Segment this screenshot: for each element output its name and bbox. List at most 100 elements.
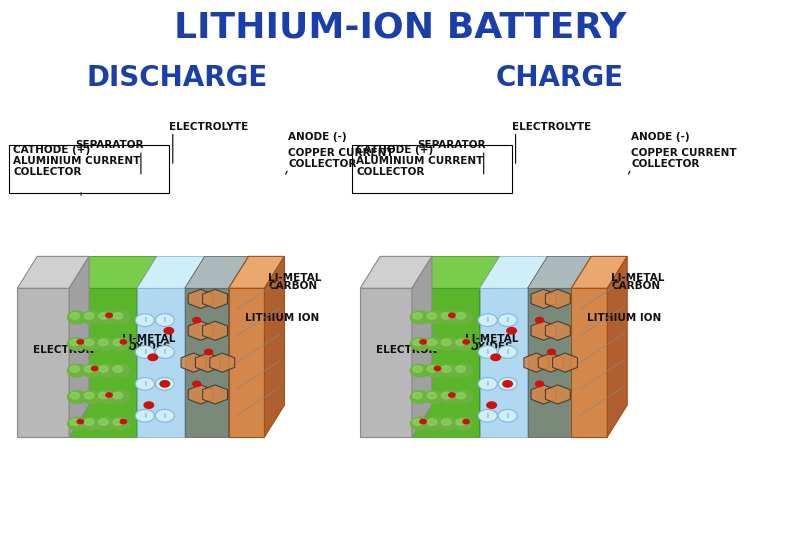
Circle shape [503, 381, 513, 387]
Circle shape [427, 419, 437, 425]
Circle shape [96, 364, 115, 377]
Polygon shape [360, 256, 432, 288]
Text: i: i [144, 349, 146, 355]
Text: i: i [144, 317, 146, 323]
Circle shape [498, 410, 517, 422]
Text: SEPARATOR: SEPARATOR [74, 140, 143, 150]
Polygon shape [571, 288, 607, 437]
Polygon shape [265, 256, 285, 437]
Circle shape [82, 391, 101, 404]
Circle shape [456, 313, 466, 319]
Circle shape [155, 314, 174, 326]
Polygon shape [137, 288, 185, 437]
Text: i: i [144, 413, 146, 419]
Circle shape [410, 337, 430, 350]
Circle shape [84, 419, 94, 425]
Circle shape [413, 313, 422, 319]
Circle shape [410, 311, 430, 324]
Text: ANODE (-): ANODE (-) [631, 132, 690, 142]
Circle shape [413, 366, 422, 372]
Circle shape [67, 311, 86, 324]
Circle shape [410, 391, 430, 404]
Text: ALUMINIUM CURRENT: ALUMINIUM CURRENT [14, 156, 141, 166]
Polygon shape [412, 256, 432, 437]
Circle shape [487, 402, 497, 409]
Text: i: i [506, 381, 509, 387]
Circle shape [98, 339, 108, 345]
Circle shape [135, 378, 154, 390]
Circle shape [420, 420, 426, 423]
Circle shape [160, 381, 170, 387]
Text: COPPER CURRENT: COPPER CURRENT [288, 148, 394, 158]
Circle shape [454, 337, 473, 350]
Circle shape [144, 402, 154, 409]
Text: i: i [144, 381, 146, 387]
Polygon shape [531, 321, 556, 340]
Circle shape [507, 327, 516, 334]
Circle shape [442, 419, 451, 425]
Circle shape [110, 364, 130, 377]
Circle shape [148, 354, 158, 360]
Circle shape [205, 349, 213, 355]
Circle shape [413, 392, 422, 399]
Circle shape [96, 337, 115, 350]
Circle shape [82, 337, 101, 350]
Polygon shape [531, 289, 556, 309]
Text: CARBON: CARBON [611, 281, 660, 291]
Circle shape [427, 313, 437, 319]
Circle shape [113, 313, 122, 319]
Polygon shape [546, 289, 570, 309]
Text: CARBON: CARBON [269, 281, 318, 291]
Circle shape [70, 339, 79, 345]
Text: ALUMINIUM CURRENT: ALUMINIUM CURRENT [356, 156, 483, 166]
Text: COLLECTOR: COLLECTOR [14, 167, 82, 177]
Polygon shape [210, 353, 234, 372]
Circle shape [120, 340, 126, 344]
Polygon shape [195, 353, 220, 372]
Circle shape [84, 366, 94, 372]
Text: LI-METAL: LI-METAL [269, 273, 322, 283]
Text: CHARGE: CHARGE [495, 65, 623, 92]
Circle shape [67, 418, 86, 430]
Circle shape [442, 339, 451, 345]
Polygon shape [18, 288, 69, 437]
Polygon shape [480, 256, 547, 288]
Polygon shape [527, 256, 591, 288]
Text: LI-METAL: LI-METAL [465, 334, 518, 344]
Circle shape [425, 311, 444, 324]
Circle shape [113, 419, 122, 425]
Circle shape [164, 327, 174, 334]
Polygon shape [18, 256, 89, 288]
Polygon shape [229, 256, 285, 288]
Circle shape [454, 364, 473, 377]
Circle shape [454, 311, 473, 324]
Circle shape [439, 364, 458, 377]
Circle shape [84, 339, 94, 345]
Polygon shape [538, 353, 563, 372]
Polygon shape [412, 256, 500, 288]
Circle shape [84, 313, 94, 319]
Polygon shape [546, 385, 570, 404]
Circle shape [106, 393, 112, 397]
Polygon shape [181, 353, 206, 372]
Circle shape [463, 340, 470, 344]
Text: i: i [486, 413, 489, 419]
Circle shape [135, 314, 154, 326]
Circle shape [463, 420, 470, 423]
Polygon shape [188, 321, 213, 340]
Text: OXIDES: OXIDES [470, 342, 514, 352]
Circle shape [120, 420, 126, 423]
Polygon shape [69, 256, 157, 288]
Circle shape [442, 366, 451, 372]
Circle shape [67, 391, 86, 404]
Circle shape [98, 392, 108, 399]
Circle shape [98, 313, 108, 319]
Polygon shape [571, 256, 591, 437]
Polygon shape [607, 256, 627, 437]
Circle shape [70, 313, 79, 319]
Text: CATHODE (+): CATHODE (+) [14, 145, 90, 155]
Circle shape [449, 313, 455, 318]
Circle shape [442, 392, 451, 399]
Circle shape [491, 354, 501, 360]
Text: LITHIUM ION: LITHIUM ION [245, 313, 318, 323]
